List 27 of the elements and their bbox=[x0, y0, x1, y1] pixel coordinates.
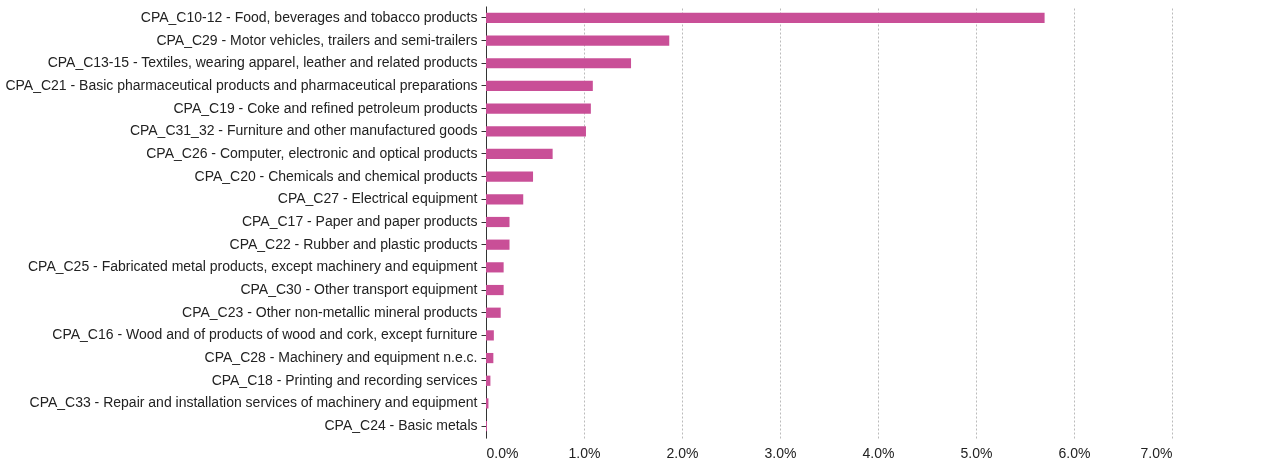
y-tick-label: CPA_C25 - Fabricated metal products, except machinery and equipment bbox=[27, 258, 478, 275]
x-tick-label: 1.0% bbox=[568, 444, 601, 461]
x-tick-label: 7.0% bbox=[1140, 444, 1173, 461]
y-tick-label: CPA_C17 - Paper and paper products bbox=[241, 213, 478, 229]
y-tick-label: CPA_C13-15 - Textiles, wearing apparel, leather and related products bbox=[47, 54, 478, 71]
y-tick-label: CPA_C33 - Repair and installation services of machinery and equipment bbox=[29, 394, 478, 411]
x-tick-label: 0.0% bbox=[486, 444, 519, 461]
x-tick-label: 2.0% bbox=[666, 444, 699, 461]
y-tick-label: CPA_C21 - Basic pharmaceutical products and pharmaceutical preparations bbox=[5, 76, 478, 93]
x-tick-label: 4.0% bbox=[862, 444, 895, 461]
y-tick-label: CPA_C22 - Rubber and plastic products bbox=[229, 235, 478, 252]
y-tick-label: CPA_C16 - Wood and of products of wood and cork, except furniture bbox=[52, 326, 478, 343]
x-tick-label: 6.0% bbox=[1058, 444, 1091, 461]
y-tick-label: CPA_C10-12 - Food, beverages and tobacco products bbox=[140, 8, 478, 25]
y-tick-label: CPA_C24 - Basic metals bbox=[324, 417, 478, 434]
y-tick-label: CPA_C31_32 - Furniture and other manufactured goods bbox=[129, 122, 478, 139]
y-tick-label: CPA_C26 - Computer, electronic and optical products bbox=[146, 144, 478, 161]
y-tick-label: CPA_C18 - Printing and recording services bbox=[211, 371, 478, 388]
x-tick-label: 3.0% bbox=[764, 444, 797, 461]
y-tick-label: CPA_C23 - Other non-metallic mineral products bbox=[182, 303, 478, 320]
y-tick-label: CPA_C30 - Other transport equipment bbox=[240, 281, 478, 298]
y-tick-label: CPA_C27 - Electrical equipment bbox=[277, 190, 478, 207]
y-tick-label: CPA_C28 - Machinery and equipment n.e.c. bbox=[204, 349, 478, 366]
y-tick-label: CPA_C19 - Coke and refined petroleum products bbox=[173, 99, 478, 116]
y-tick-label: CPA_C20 - Chemicals and chemical products bbox=[194, 167, 478, 184]
y-tick-label: CPA_C29 - Motor vehicles, trailers and semi-trailers bbox=[156, 31, 478, 48]
x-tick-label: 5.0% bbox=[960, 444, 993, 461]
